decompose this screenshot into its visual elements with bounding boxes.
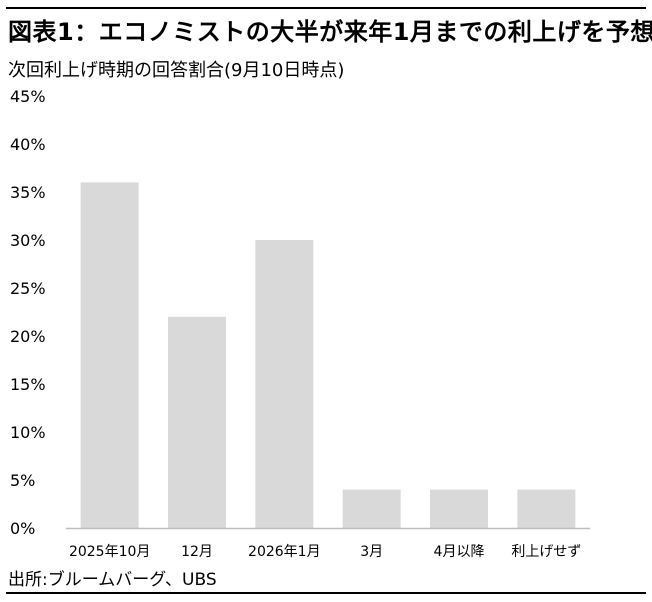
bar (517, 489, 576, 528)
top-rule (6, 7, 646, 9)
bar (342, 489, 401, 528)
y-tick-label: 20% (10, 327, 46, 346)
x-tick-label: 2025年10月 (69, 544, 150, 560)
bottom-rule (6, 592, 646, 594)
y-tick-label: 25% (10, 279, 46, 298)
x-tick-label: 利上げせず (511, 544, 581, 560)
bar (80, 182, 139, 528)
x-tick-label: 4月以降 (434, 544, 485, 560)
x-tick-label: 2026年1月 (248, 544, 321, 560)
y-tick-label: 5% (10, 471, 35, 490)
y-tick-label: 40% (10, 135, 46, 154)
x-tick-label: 12月 (181, 544, 213, 560)
bar (430, 489, 488, 528)
y-tick-label: 0% (10, 519, 35, 538)
chart-title: 図表1：エコノミストの大半が来年1月までの利上げを予想 (8, 18, 652, 46)
y-tick-label: 45% (10, 87, 46, 106)
y-tick-label: 35% (10, 183, 46, 202)
y-tick-label: 15% (10, 375, 46, 394)
bar (255, 240, 314, 528)
y-tick-label: 30% (10, 231, 46, 250)
source-note: 出所:ブルームバーグ、UBS (8, 570, 217, 590)
x-tick-label: 3月 (360, 544, 383, 560)
bar (168, 316, 226, 528)
y-tick-label: 10% (10, 423, 46, 442)
chart-subtitle: 次回利上げ時期の回答割合(9月10日時点) (8, 60, 345, 81)
